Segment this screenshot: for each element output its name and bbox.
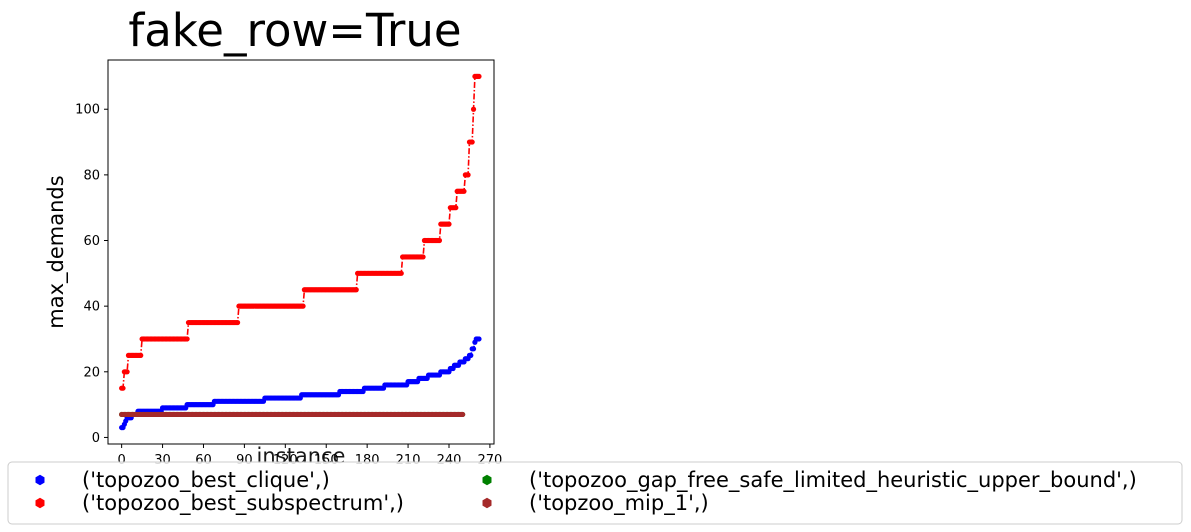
- legend: ('topozoo_best_clique',)('topozoo_best_s…: [7, 461, 1183, 525]
- data-point: [469, 139, 475, 145]
- plot-area: [119, 73, 482, 431]
- y-axis-label: max_demands: [44, 175, 69, 328]
- data-point: [300, 303, 306, 309]
- chart-title: fake_row=True: [128, 4, 461, 57]
- data-point: [476, 336, 482, 342]
- data-point: [476, 73, 482, 80]
- y-tick-label: 60: [83, 234, 100, 249]
- data-point: [398, 270, 404, 276]
- data-point: [453, 205, 459, 211]
- legend-label: ('topzoo_mip_1',): [529, 491, 709, 516]
- data-point: [436, 237, 443, 244]
- data-point: [460, 411, 466, 418]
- data-point: [470, 106, 477, 112]
- axes-frame: [107, 59, 495, 445]
- data-point: [468, 352, 474, 358]
- y-tick-label: 0: [92, 431, 100, 446]
- data-point: [461, 188, 467, 194]
- legend-marker: [482, 474, 492, 486]
- legend-marker: [482, 497, 492, 509]
- y-tick-label: 80: [83, 168, 100, 183]
- y-tick-label: 20: [83, 365, 100, 380]
- y-tick-label: 40: [83, 300, 100, 315]
- legend-marker: [35, 497, 45, 509]
- y-tick-label: 100: [75, 103, 100, 118]
- data-point: [353, 287, 359, 293]
- data-point: [184, 336, 190, 342]
- series-3: [119, 411, 466, 418]
- data-point: [120, 385, 126, 391]
- data-point: [420, 254, 426, 260]
- y-axis: 0 20 40 60 80 100: [75, 103, 108, 446]
- data-point: [234, 319, 241, 326]
- data-point: [446, 221, 452, 227]
- x-tick-label: 0: [117, 453, 125, 468]
- legend-marker: [35, 474, 45, 486]
- data-point: [138, 352, 144, 358]
- data-point: [465, 172, 471, 178]
- legend-label: ('topozoo_best_subspectrum',): [82, 491, 404, 516]
- legend-label: ('topozoo_gap_free_safe_limited_heuristi…: [529, 468, 1137, 493]
- series-1: [119, 73, 482, 391]
- legend-label: ('topozoo_best_clique',): [82, 468, 330, 493]
- data-point: [124, 369, 130, 375]
- series-0: [119, 336, 482, 431]
- data-point: [470, 346, 477, 352]
- legend-box: [7, 461, 1183, 525]
